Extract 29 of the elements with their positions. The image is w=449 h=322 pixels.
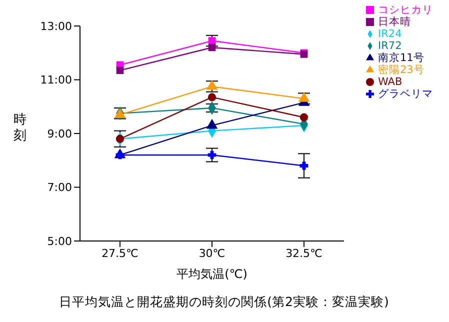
legend-label: IR72	[378, 40, 402, 52]
legend-label: グラベリマ	[378, 88, 433, 100]
text: 日平均気温と開花盛期の時刻の関係(第2実験：変温実験)	[59, 294, 389, 309]
point	[300, 162, 308, 170]
point	[116, 134, 124, 143]
x-tick-label: 32.5℃	[286, 246, 322, 260]
legend-label: 南京11号	[378, 52, 424, 64]
x-axis-title: 平均気温(℃)	[176, 267, 248, 281]
x-tick-label: 27.5℃	[102, 246, 138, 260]
y-axis-title: 時刻	[14, 112, 26, 144]
legend-label: WAB	[378, 76, 402, 88]
point	[298, 92, 310, 102]
legend-label: コシヒカリ	[378, 4, 433, 16]
y-tick-label: 13:00	[40, 20, 72, 33]
legend-label: 日本晴	[378, 16, 411, 28]
point	[208, 44, 216, 52]
point	[116, 66, 124, 74]
legend-label: IR24	[378, 28, 402, 40]
point	[300, 113, 308, 122]
legend-label: 密陽23号	[378, 64, 424, 76]
x-tick-label: 30℃	[198, 246, 226, 260]
y-tick-label: 11:00	[40, 74, 72, 87]
point	[206, 80, 218, 90]
y-tick-label: 7:00	[47, 181, 72, 194]
y-tick-label: 9:00	[47, 127, 72, 140]
point	[208, 93, 216, 102]
point	[206, 119, 218, 129]
point	[208, 37, 216, 44]
y-tick-label: 5:00	[47, 234, 72, 248]
